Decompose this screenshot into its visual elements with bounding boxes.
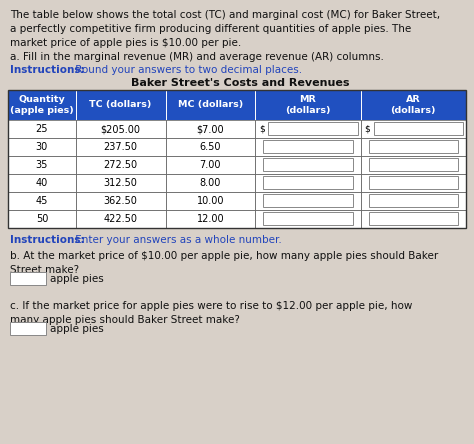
- Text: Baker Street's Costs and Revenues: Baker Street's Costs and Revenues: [131, 78, 349, 88]
- Bar: [76, 174, 165, 192]
- Bar: [369, 159, 458, 171]
- Text: 8.00: 8.00: [200, 178, 221, 188]
- Bar: [255, 174, 361, 192]
- Bar: [255, 90, 361, 120]
- Bar: [8, 210, 76, 228]
- Bar: [369, 213, 458, 226]
- Bar: [264, 213, 353, 226]
- Text: Instructions:: Instructions:: [10, 65, 85, 75]
- Text: 12.00: 12.00: [197, 214, 224, 224]
- Bar: [369, 140, 458, 154]
- Bar: [165, 120, 255, 138]
- Text: Round your answers to two decimal places.: Round your answers to two decimal places…: [72, 65, 302, 75]
- Bar: [361, 90, 466, 120]
- Bar: [255, 156, 361, 174]
- Text: 35: 35: [36, 160, 48, 170]
- Bar: [8, 138, 76, 156]
- Text: 10.00: 10.00: [197, 196, 224, 206]
- Bar: [76, 192, 165, 210]
- Bar: [361, 156, 466, 174]
- Bar: [255, 192, 361, 210]
- Text: c. If the market price for apple pies were to rise to $12.00 per apple pie, how
: c. If the market price for apple pies we…: [10, 301, 412, 325]
- Text: 6.50: 6.50: [200, 142, 221, 152]
- Bar: [361, 138, 466, 156]
- Bar: [10, 272, 46, 285]
- Bar: [361, 120, 466, 138]
- Text: 237.50: 237.50: [104, 142, 137, 152]
- Text: AR
(dollars): AR (dollars): [391, 95, 436, 115]
- Text: 7.00: 7.00: [200, 160, 221, 170]
- Text: $7.00: $7.00: [197, 124, 224, 134]
- Text: apple pies: apple pies: [50, 274, 104, 284]
- Text: $205.00: $205.00: [100, 124, 141, 134]
- Bar: [374, 123, 463, 135]
- Text: 50: 50: [36, 214, 48, 224]
- Bar: [165, 210, 255, 228]
- Bar: [165, 156, 255, 174]
- Text: 272.50: 272.50: [104, 160, 138, 170]
- Bar: [8, 90, 466, 228]
- Bar: [10, 322, 46, 335]
- Bar: [268, 123, 358, 135]
- Bar: [369, 194, 458, 207]
- Bar: [8, 174, 76, 192]
- Text: 45: 45: [36, 196, 48, 206]
- Text: 362.50: 362.50: [104, 196, 137, 206]
- Bar: [8, 192, 76, 210]
- Bar: [264, 177, 353, 190]
- Text: 30: 30: [36, 142, 48, 152]
- Text: a. Fill in the marginal revenue (MR) and average revenue (AR) columns.: a. Fill in the marginal revenue (MR) and…: [10, 52, 384, 62]
- Bar: [369, 177, 458, 190]
- Text: Enter your answers as a whole number.: Enter your answers as a whole number.: [72, 235, 282, 245]
- Text: Instructions:: Instructions:: [10, 235, 85, 245]
- Text: MC (dollars): MC (dollars): [178, 100, 243, 110]
- Text: 40: 40: [36, 178, 48, 188]
- Bar: [264, 194, 353, 207]
- Bar: [76, 90, 165, 120]
- Text: 25: 25: [36, 124, 48, 134]
- Bar: [76, 138, 165, 156]
- Bar: [76, 210, 165, 228]
- Bar: [8, 156, 76, 174]
- Bar: [8, 90, 76, 120]
- Text: Quantity
(apple pies): Quantity (apple pies): [10, 95, 74, 115]
- Text: b. At the market price of $10.00 per apple pie, how many apple pies should Baker: b. At the market price of $10.00 per app…: [10, 251, 438, 275]
- Bar: [76, 156, 165, 174]
- Bar: [165, 192, 255, 210]
- Text: $: $: [365, 124, 370, 134]
- Text: 422.50: 422.50: [104, 214, 137, 224]
- Bar: [8, 120, 76, 138]
- Bar: [165, 174, 255, 192]
- Bar: [361, 210, 466, 228]
- Text: MR
(dollars): MR (dollars): [285, 95, 331, 115]
- Text: 312.50: 312.50: [104, 178, 137, 188]
- Bar: [255, 210, 361, 228]
- Text: $: $: [259, 124, 265, 134]
- Bar: [165, 138, 255, 156]
- Bar: [255, 120, 361, 138]
- Text: TC (dollars): TC (dollars): [90, 100, 152, 110]
- Text: The table below shows the total cost (TC) and marginal cost (MC) for Baker Stree: The table below shows the total cost (TC…: [10, 10, 440, 48]
- Bar: [165, 90, 255, 120]
- Bar: [264, 140, 353, 154]
- Bar: [264, 159, 353, 171]
- Bar: [76, 120, 165, 138]
- Bar: [361, 174, 466, 192]
- Bar: [361, 192, 466, 210]
- Text: apple pies: apple pies: [50, 324, 104, 333]
- Bar: [255, 138, 361, 156]
